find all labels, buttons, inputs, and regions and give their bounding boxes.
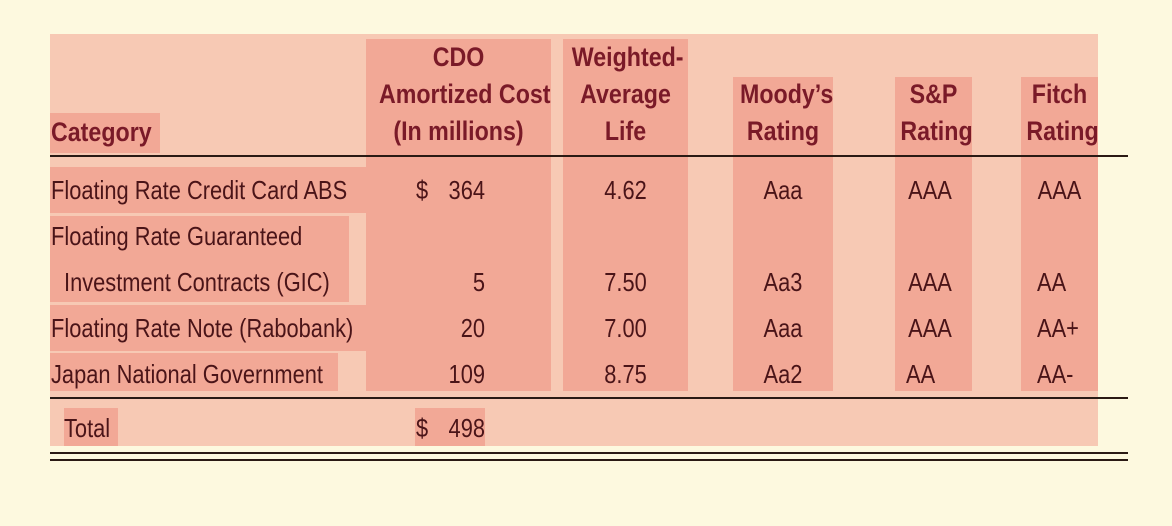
row2-sp: AAA — [908, 267, 952, 297]
row2-fitch: AA — [1037, 267, 1067, 297]
row1-moodys: Aaa — [763, 175, 803, 205]
row2-category-line2: Investment Contracts (GIC) — [64, 267, 330, 297]
row1-sp: AAA — [908, 175, 952, 205]
header-moodys: Moody’s Rating — [740, 76, 834, 150]
row4-wal: 8.75 — [604, 359, 647, 389]
category-row2-highlight — [50, 216, 349, 302]
header-wal-line1: Weighted- — [571, 42, 684, 72]
header-category: Category — [51, 117, 152, 147]
fitch-column-band — [1021, 77, 1098, 391]
total-cost-symbol: $ — [416, 413, 429, 443]
row3-category: Floating Rate Note (Rabobank) — [51, 313, 354, 343]
sp-column-band — [895, 77, 972, 391]
row1-category: Floating Rate Credit Card ABS — [51, 175, 348, 205]
total-cost-highlight — [415, 408, 485, 446]
total-label-highlight — [64, 408, 118, 446]
row1-cost: 364 — [448, 175, 485, 205]
header-wal: Weighted- Average Life — [571, 39, 684, 150]
row1-wal: 4.62 — [604, 175, 647, 205]
double-rule-top — [50, 452, 1128, 454]
header-sp-line2: Rating — [900, 116, 973, 146]
row4-moodys: Aa2 — [763, 359, 803, 389]
header-moodys-line2: Rating — [746, 116, 820, 146]
row2-category-line1: Floating Rate Guaranteed — [51, 221, 303, 251]
header-sp: S&P Rating — [900, 76, 973, 150]
category-row3-highlight — [50, 305, 366, 351]
row4-category: Japan National Government — [51, 359, 323, 389]
category-header-highlight — [50, 113, 160, 153]
row3-wal: 7.00 — [604, 313, 647, 343]
row3-moodys: Aaa — [763, 313, 803, 343]
header-fitch-line1: Fitch — [1031, 79, 1088, 109]
row4-cost: 109 — [448, 359, 485, 389]
row3-fitch: AA+ — [1037, 313, 1079, 343]
header-cost: CDO Amortized Cost (In millions) — [378, 39, 551, 150]
moodys-column-band — [733, 77, 833, 391]
header-rule — [50, 155, 1128, 157]
header-cost-line2: Amortized Cost — [378, 79, 551, 109]
row1-fitch: AAA — [1037, 175, 1082, 205]
row4-fitch: AA- — [1037, 359, 1074, 389]
header-wal-line3: Life — [604, 116, 647, 146]
double-rule-bottom — [50, 459, 1128, 461]
row2-cost: 5 — [472, 267, 485, 297]
category-row1-highlight — [50, 167, 366, 213]
category-row4-highlight — [50, 353, 338, 391]
header-fitch-line2: Rating — [1026, 116, 1099, 146]
cost-column-band — [366, 39, 551, 391]
total-label: Total — [64, 413, 111, 443]
header-sp-line1: S&P — [909, 79, 958, 109]
header-moodys-line1: Moody’s — [740, 79, 834, 109]
wal-column-band — [563, 39, 688, 391]
header-fitch: Fitch Rating — [1026, 76, 1099, 150]
header-cost-line3: (In millions) — [393, 116, 524, 146]
row2-moodys: Aa3 — [763, 267, 803, 297]
total-cost: 498 — [448, 413, 485, 443]
row4-sp: AA — [906, 359, 936, 389]
header-wal-line2: Average — [580, 79, 671, 109]
row3-sp: AAA — [908, 313, 952, 343]
row3-cost: 20 — [460, 313, 485, 343]
row2-wal: 7.50 — [604, 267, 647, 297]
header-cost-line1: CDO — [432, 42, 485, 72]
total-rule — [50, 397, 1128, 399]
row1-cost-symbol: $ — [416, 175, 429, 205]
